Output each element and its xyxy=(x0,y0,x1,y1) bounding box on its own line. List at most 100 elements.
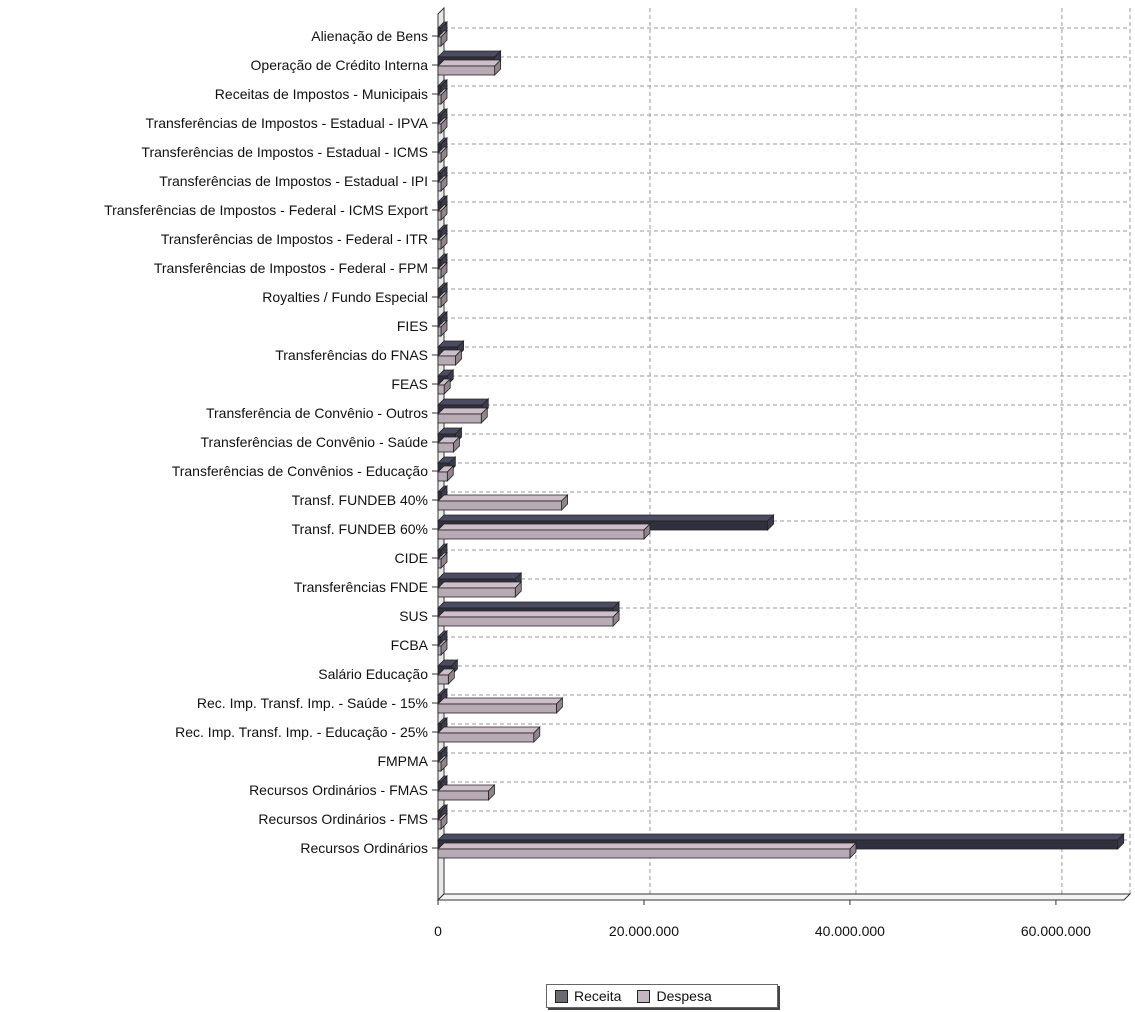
bar-front-face xyxy=(437,355,456,366)
bar-front-face xyxy=(437,210,442,221)
bar-front-face xyxy=(437,36,442,47)
category-label: Royalties / Fundo Especial xyxy=(262,289,428,305)
bar-despesa xyxy=(437,581,523,598)
bars xyxy=(437,21,1125,859)
category-label: Transferências de Impostos - Federal - F… xyxy=(154,260,428,276)
bar-despesa xyxy=(437,610,621,627)
bar-top-face xyxy=(437,407,489,415)
category-label: Transferências de Impostos - Estadual - … xyxy=(141,144,428,160)
category-labels: Alienação de Bens Operação de Crédito Int… xyxy=(104,28,429,856)
category-label: SUS xyxy=(399,608,428,624)
bar-front-face xyxy=(437,616,614,627)
bar-despesa xyxy=(437,494,569,511)
bar-top-face xyxy=(437,833,1125,841)
bar-top-face xyxy=(437,514,775,522)
x-tick-label: 0 xyxy=(434,923,442,939)
category-label: Transferências de Impostos - Federal - I… xyxy=(104,202,428,218)
bar-front-face xyxy=(437,152,442,163)
bar-top-face xyxy=(437,697,564,705)
bar-top-face xyxy=(437,398,490,406)
axes xyxy=(432,6,1132,905)
bar-despesa xyxy=(437,262,448,279)
category-label: FEAS xyxy=(391,376,428,392)
bar-front-face xyxy=(437,442,454,453)
bar-despesa xyxy=(437,523,651,540)
bar-despesa xyxy=(437,842,857,859)
category-label: Transferências de Convênio - Saúde xyxy=(201,434,429,450)
legend-label-receita: Receita xyxy=(574,988,622,1004)
bar-front-face xyxy=(437,268,442,279)
bar-top-face xyxy=(437,601,621,609)
category-label: Transferência de Convênio - Outros xyxy=(206,405,428,421)
bar-front-face xyxy=(437,471,448,482)
category-label: Salário Educação xyxy=(318,666,428,682)
bar-despesa xyxy=(437,291,448,308)
category-label: Operação de Crédito Interna xyxy=(251,57,429,73)
x-tick-label: 20.000.000 xyxy=(609,923,679,939)
bar-top-face xyxy=(437,842,857,850)
bar-front-face xyxy=(437,732,535,743)
legend-swatch-receita xyxy=(555,989,568,1003)
bar-top-face xyxy=(437,581,523,589)
category-label: Transf. FUNDEB 60% xyxy=(292,521,428,537)
bar-despesa xyxy=(437,320,448,337)
bar-despesa xyxy=(437,88,448,105)
bar-despesa xyxy=(437,378,452,395)
bar-front-face xyxy=(437,645,442,656)
bar-front-face xyxy=(437,326,442,337)
bar-despesa xyxy=(437,146,448,163)
category-label: Alienação de Bens xyxy=(311,28,428,44)
category-label: CIDE xyxy=(395,550,428,566)
bar-top-face xyxy=(437,726,541,734)
bar-front-face xyxy=(437,65,496,76)
bar-despesa xyxy=(437,175,448,192)
bar-front-face xyxy=(437,558,442,569)
bar-front-face xyxy=(437,239,442,250)
bar-top-face xyxy=(437,784,496,792)
bar-front-face xyxy=(437,790,489,801)
bar-despesa xyxy=(437,204,448,221)
category-label: Receitas de Impostos - Municipais xyxy=(215,86,428,102)
floor xyxy=(436,893,1132,901)
bar-despesa xyxy=(437,813,448,830)
category-label: Transferências de Convênios - Educação xyxy=(172,463,429,479)
bar-despesa xyxy=(437,59,502,76)
bar-front-face xyxy=(437,529,645,540)
bar-top-face xyxy=(437,59,502,67)
bar-despesa xyxy=(437,349,463,366)
category-label: Transf. FUNDEB 40% xyxy=(292,492,428,508)
bar-front-face xyxy=(437,819,442,830)
bar-front-face xyxy=(437,123,442,134)
bar-top-face xyxy=(437,494,569,502)
category-label: FMPMA xyxy=(377,753,428,769)
bar-despesa xyxy=(437,755,448,772)
legend: Receita Despesa xyxy=(546,984,778,1008)
bar-despesa xyxy=(437,407,489,424)
bar-despesa xyxy=(437,233,448,250)
bar-front-face xyxy=(437,500,562,511)
category-label: FIES xyxy=(397,318,428,334)
bar-front-face xyxy=(437,384,445,395)
legend-item-receita: Receita xyxy=(555,988,621,1004)
bar-despesa xyxy=(437,30,448,47)
legend-label-despesa: Despesa xyxy=(656,988,712,1004)
bar-front-face xyxy=(437,297,442,308)
category-label: Recursos Ordinários xyxy=(300,840,428,856)
category-label: Transferências do FNAS xyxy=(275,347,428,363)
bar-top-face xyxy=(437,572,523,580)
bar-front-face xyxy=(437,181,442,192)
legend-item-despesa: Despesa xyxy=(637,988,712,1004)
bar-front-face xyxy=(437,94,442,105)
bar-despesa xyxy=(437,639,448,656)
bar-front-face xyxy=(437,761,442,772)
bar-top-face xyxy=(437,50,502,58)
legend-swatch-despesa xyxy=(637,989,651,1003)
bar-front-face xyxy=(437,587,516,598)
bar-front-face xyxy=(437,703,557,714)
category-label: Recursos Ordinários - FMAS xyxy=(249,782,428,798)
bar-despesa xyxy=(437,668,456,685)
category-label: Transferências FNDE xyxy=(294,579,428,595)
bar-front-face xyxy=(437,848,851,859)
category-label: Rec. Imp. Transf. Imp. - Educação - 25% xyxy=(175,724,428,740)
category-label: Transferências de Impostos - Estadual - … xyxy=(146,115,429,131)
